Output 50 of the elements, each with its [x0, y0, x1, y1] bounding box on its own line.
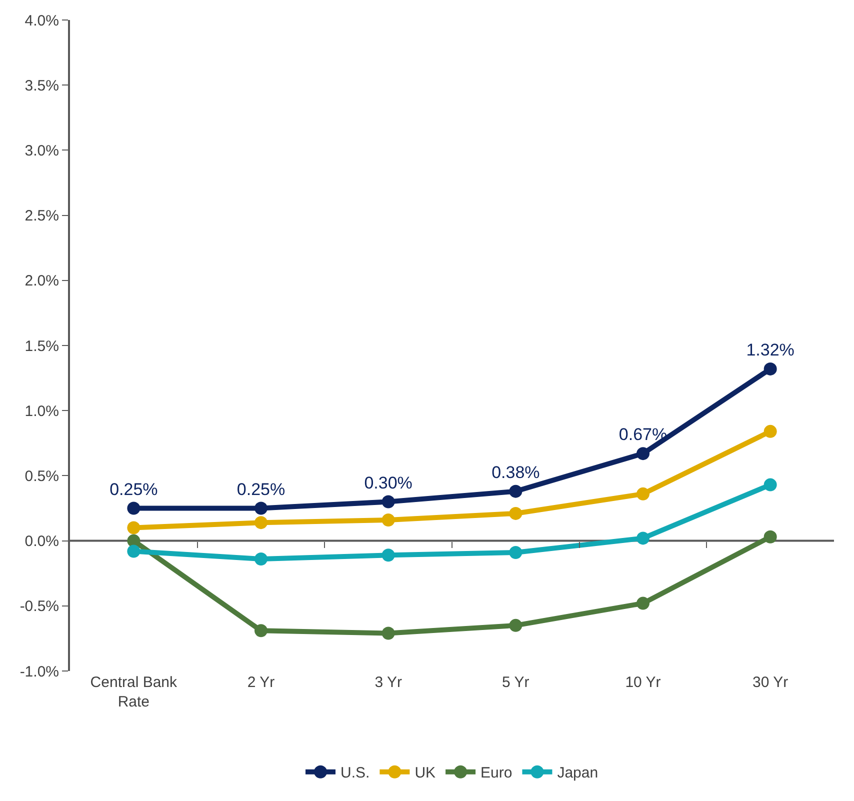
point [254, 516, 268, 530]
data-label: 0.67% [618, 425, 668, 444]
x-tick-label: 3 Yr [374, 674, 402, 691]
point [764, 362, 777, 376]
point [636, 447, 650, 460]
x-tick-label: 2 Yr [247, 674, 275, 691]
legend-label: UK [414, 764, 436, 782]
point [509, 506, 522, 520]
data-label: 0.25% [110, 480, 158, 499]
point [382, 513, 395, 526]
y-tick-label: 0.0% [24, 533, 59, 550]
data-label: 0.38% [492, 462, 540, 482]
y-tick-label: -0.5% [20, 598, 59, 616]
x-tick-label: 30 Yr [752, 674, 788, 691]
x-tick-label: 5 Yr [502, 674, 530, 691]
point [254, 624, 268, 638]
point [764, 424, 777, 438]
point [382, 548, 395, 562]
y-tick-label: 3.5% [24, 77, 59, 94]
point [254, 552, 268, 566]
y-tick-label: 0.5% [24, 468, 59, 485]
y-tick-label: -1.0% [20, 663, 59, 680]
point [382, 495, 395, 508]
data-label: 0.25% [236, 480, 286, 499]
point [509, 546, 522, 560]
x-tick-label: 10 Yr [625, 674, 661, 691]
legend-label: Euro [480, 764, 512, 782]
point [636, 487, 650, 500]
y-tick-label: 2.0% [24, 272, 59, 290]
point [127, 544, 140, 558]
y-tick-label: 2.5% [24, 208, 59, 225]
y-tick-label: 3.0% [24, 142, 59, 160]
data-label: 1.32% [746, 340, 794, 360]
data-label: 0.30% [364, 473, 412, 492]
point [764, 530, 777, 544]
point [382, 626, 395, 640]
legend-label: Japan [557, 764, 598, 782]
point [127, 502, 140, 515]
y-tick-label: 1.0% [24, 402, 59, 420]
point [509, 618, 522, 632]
point [636, 532, 650, 545]
x-tick-label: Central Bank Rate [90, 674, 178, 710]
point [127, 521, 140, 534]
y-tick-label: 4.0% [24, 12, 59, 30]
point [636, 596, 650, 610]
point [254, 502, 268, 515]
point [509, 484, 522, 498]
point [764, 478, 777, 492]
y-tick-label: 1.5% [24, 338, 59, 355]
legend-label: U.S. [340, 764, 370, 782]
